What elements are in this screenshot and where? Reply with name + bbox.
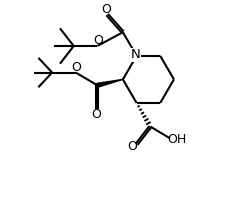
Text: O: O <box>91 108 101 121</box>
Text: O: O <box>127 140 137 153</box>
Text: N: N <box>130 48 140 61</box>
Text: OH: OH <box>166 133 186 146</box>
Polygon shape <box>96 79 122 87</box>
Text: O: O <box>93 34 103 47</box>
Text: O: O <box>101 3 111 16</box>
Text: O: O <box>71 61 81 73</box>
